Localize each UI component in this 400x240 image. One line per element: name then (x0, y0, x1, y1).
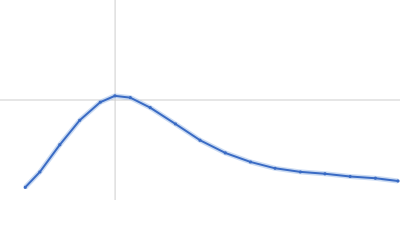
data-point (223, 151, 227, 155)
data-point (273, 166, 277, 170)
data-point (113, 94, 117, 98)
error-band (23, 93, 399, 190)
data-point (173, 122, 178, 126)
data-point (23, 185, 27, 189)
data-point (348, 174, 352, 179)
data-point (248, 160, 253, 164)
data-point (128, 96, 132, 100)
data-point (198, 138, 202, 142)
data-point (298, 170, 302, 174)
data-point (78, 118, 82, 122)
data-point (98, 100, 102, 104)
data-point (323, 172, 327, 176)
data-point (148, 106, 152, 110)
data-point (58, 143, 62, 147)
data-point (38, 170, 42, 174)
data-point (396, 179, 400, 183)
data-line (24, 94, 399, 189)
chart (0, 0, 400, 200)
data-point (373, 176, 378, 180)
